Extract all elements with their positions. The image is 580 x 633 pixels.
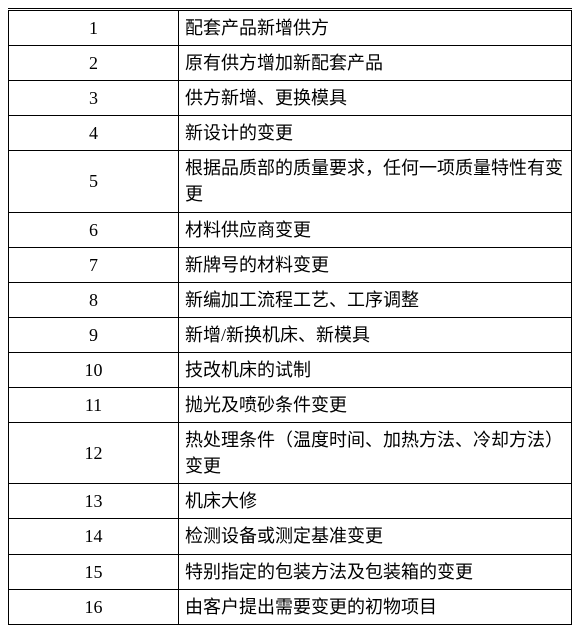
row-text: 供方新增、更换模具	[179, 81, 572, 116]
table-row: 9 新增/新换机床、新模具	[9, 317, 572, 352]
row-number: 12	[9, 423, 179, 484]
row-number: 13	[9, 484, 179, 519]
table-row: 13 机床大修	[9, 484, 572, 519]
row-text: 抛光及喷砂条件变更	[179, 388, 572, 423]
row-number: 15	[9, 554, 179, 589]
row-text: 新增/新换机床、新模具	[179, 317, 572, 352]
row-text: 特别指定的包装方法及包装箱的变更	[179, 554, 572, 589]
table-row: 1 配套产品新增供方	[9, 10, 572, 46]
table-row: 8 新编加工流程工艺、工序调整	[9, 282, 572, 317]
row-number: 7	[9, 247, 179, 282]
row-number: 2	[9, 46, 179, 81]
row-text: 根据品质部的质量要求，任何一项质量特性有变更	[179, 151, 572, 212]
row-text: 检测设备或测定基准变更	[179, 519, 572, 554]
row-text: 新设计的变更	[179, 116, 572, 151]
table-row: 11 抛光及喷砂条件变更	[9, 388, 572, 423]
row-number: 10	[9, 352, 179, 387]
table-row: 4 新设计的变更	[9, 116, 572, 151]
row-text: 原有供方增加新配套产品	[179, 46, 572, 81]
row-number: 16	[9, 589, 179, 624]
change-items-table: 1 配套产品新增供方 2 原有供方增加新配套产品 3 供方新增、更换模具 4 新…	[8, 8, 572, 625]
row-text: 机床大修	[179, 484, 572, 519]
row-text: 热处理条件（温度时间、加热方法、冷却方法）变更	[179, 423, 572, 484]
row-text: 配套产品新增供方	[179, 10, 572, 46]
table-row: 10 技改机床的试制	[9, 352, 572, 387]
table-row: 16 由客户提出需要变更的初物项目	[9, 589, 572, 624]
row-number: 5	[9, 151, 179, 212]
row-number: 3	[9, 81, 179, 116]
table-row: 14 检测设备或测定基准变更	[9, 519, 572, 554]
row-number: 1	[9, 10, 179, 46]
table-row: 7 新牌号的材料变更	[9, 247, 572, 282]
row-text: 由客户提出需要变更的初物项目	[179, 589, 572, 624]
table-row: 2 原有供方增加新配套产品	[9, 46, 572, 81]
row-number: 6	[9, 212, 179, 247]
row-text: 材料供应商变更	[179, 212, 572, 247]
table-row: 3 供方新增、更换模具	[9, 81, 572, 116]
row-number: 4	[9, 116, 179, 151]
table-row: 15 特别指定的包装方法及包装箱的变更	[9, 554, 572, 589]
table-body: 1 配套产品新增供方 2 原有供方增加新配套产品 3 供方新增、更换模具 4 新…	[9, 10, 572, 625]
table-row: 12 热处理条件（温度时间、加热方法、冷却方法）变更	[9, 423, 572, 484]
row-number: 11	[9, 388, 179, 423]
row-text: 技改机床的试制	[179, 352, 572, 387]
table-row: 6 材料供应商变更	[9, 212, 572, 247]
row-text: 新编加工流程工艺、工序调整	[179, 282, 572, 317]
row-number: 14	[9, 519, 179, 554]
row-number: 9	[9, 317, 179, 352]
row-text: 新牌号的材料变更	[179, 247, 572, 282]
row-number: 8	[9, 282, 179, 317]
table-row: 5 根据品质部的质量要求，任何一项质量特性有变更	[9, 151, 572, 212]
